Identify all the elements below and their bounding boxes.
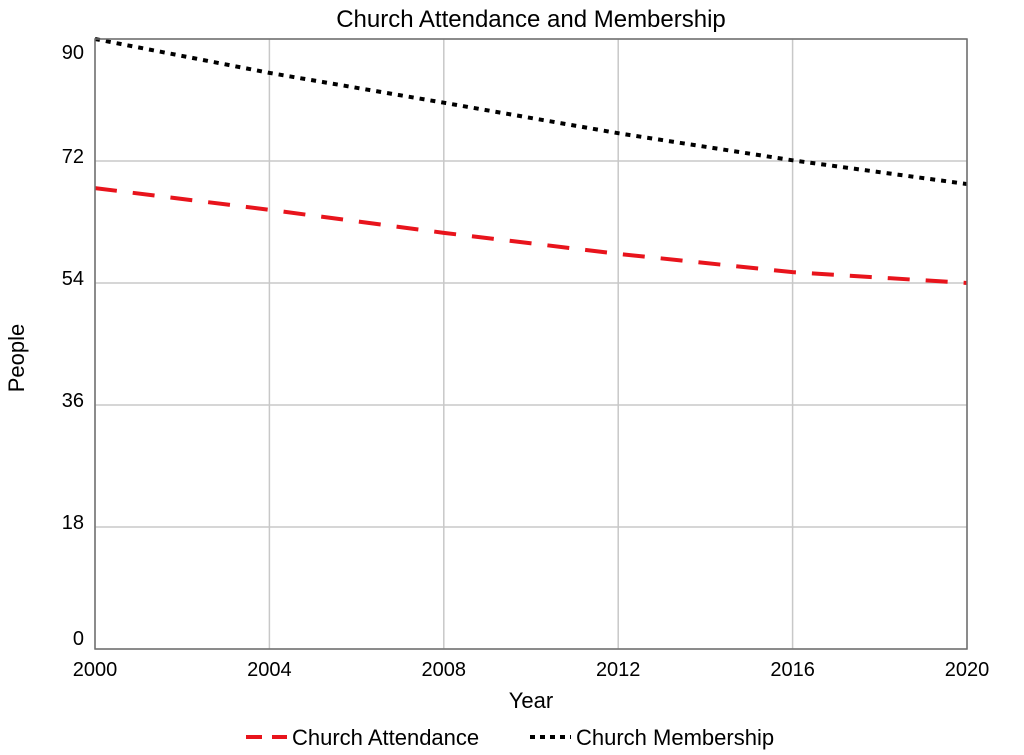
legend: Church Attendance Church Membership — [246, 725, 774, 750]
x-tick-label: 2020 — [945, 659, 990, 681]
series-lines — [94, 37, 968, 285]
y-axis-label: People — [4, 324, 29, 393]
y-tick-label: 36 — [62, 390, 84, 412]
x-tick-label: 2008 — [422, 659, 467, 681]
x-tick-label: 2016 — [770, 659, 815, 681]
y-tick-label: 90 — [62, 42, 84, 64]
y-tick-label: 54 — [62, 268, 84, 290]
x-tick-label: 2000 — [73, 659, 118, 681]
x-axis-ticks: 2000 2004 2008 2012 2016 2020 — [73, 659, 990, 681]
series-line-attendance — [94, 186, 968, 285]
series-line-membership — [94, 37, 968, 187]
grid — [94, 38, 968, 650]
x-axis-label: Year — [509, 688, 553, 713]
y-tick-label: 0 — [73, 628, 84, 650]
chart-title: Church Attendance and Membership — [336, 6, 726, 33]
plot-frame — [94, 38, 968, 650]
y-tick-label: 18 — [62, 512, 84, 534]
y-axis-ticks: 0 18 36 54 72 90 — [62, 42, 84, 650]
x-tick-label: 2012 — [596, 659, 641, 681]
x-tick-label: 2004 — [247, 659, 292, 681]
y-tick-label: 72 — [62, 146, 84, 168]
legend-label-attendance: Church Attendance — [292, 725, 479, 750]
legend-label-membership: Church Membership — [576, 725, 774, 750]
